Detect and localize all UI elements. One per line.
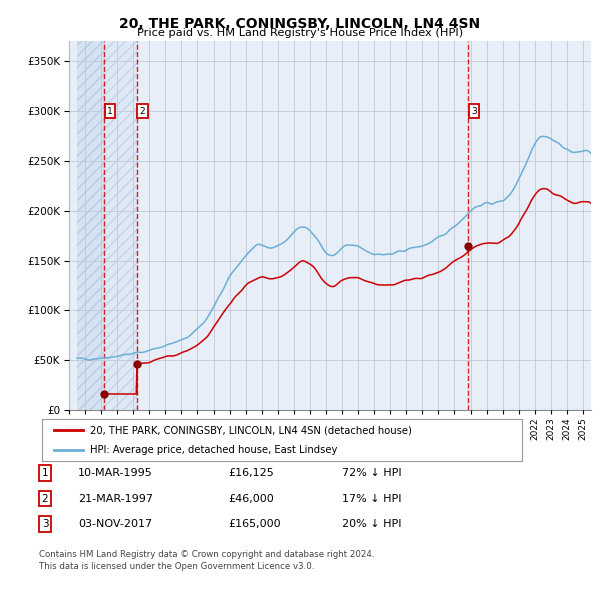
Text: 1: 1 — [41, 468, 49, 478]
Text: 2: 2 — [140, 107, 145, 116]
Text: This data is licensed under the Open Government Licence v3.0.: This data is licensed under the Open Gov… — [39, 562, 314, 571]
Text: £46,000: £46,000 — [228, 494, 274, 503]
Text: 20, THE PARK, CONINGSBY, LINCOLN, LN4 4SN (detached house): 20, THE PARK, CONINGSBY, LINCOLN, LN4 4S… — [90, 425, 412, 435]
Text: 72% ↓ HPI: 72% ↓ HPI — [342, 468, 401, 478]
Text: 20, THE PARK, CONINGSBY, LINCOLN, LN4 4SN: 20, THE PARK, CONINGSBY, LINCOLN, LN4 4S… — [119, 17, 481, 31]
Text: £165,000: £165,000 — [228, 519, 281, 529]
Text: HPI: Average price, detached house, East Lindsey: HPI: Average price, detached house, East… — [90, 445, 337, 455]
Text: 3: 3 — [41, 519, 49, 529]
Text: Price paid vs. HM Land Registry's House Price Index (HPI): Price paid vs. HM Land Registry's House … — [137, 28, 463, 38]
Bar — [104, 41, 137, 410]
Text: 03-NOV-2017: 03-NOV-2017 — [78, 519, 152, 529]
Text: 3: 3 — [471, 107, 476, 116]
Text: 17% ↓ HPI: 17% ↓ HPI — [342, 494, 401, 503]
Bar — [77, 41, 104, 410]
Text: 10-MAR-1995: 10-MAR-1995 — [78, 468, 153, 478]
Text: 1: 1 — [107, 107, 113, 116]
Text: 20% ↓ HPI: 20% ↓ HPI — [342, 519, 401, 529]
Text: Contains HM Land Registry data © Crown copyright and database right 2024.: Contains HM Land Registry data © Crown c… — [39, 550, 374, 559]
Text: 21-MAR-1997: 21-MAR-1997 — [78, 494, 153, 503]
Text: £16,125: £16,125 — [228, 468, 274, 478]
Text: 2: 2 — [41, 494, 49, 503]
